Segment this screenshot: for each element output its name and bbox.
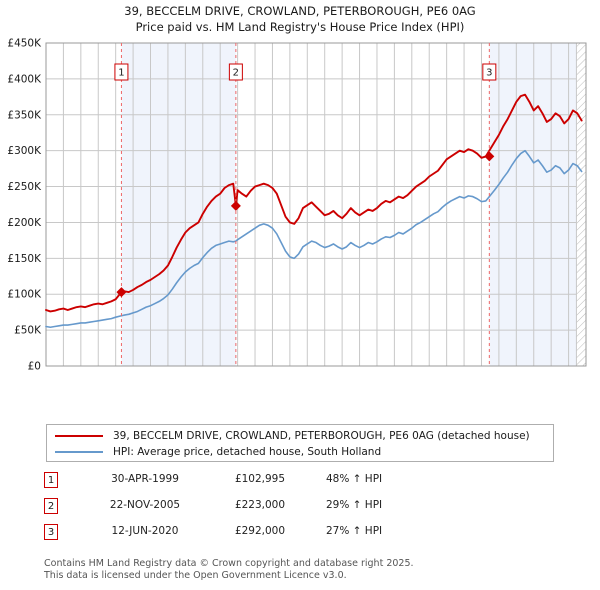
chart-plot-area[interactable]: £0 £50K £100K £150K £200K £250K £300K £350K £400… [0, 36, 600, 398]
transaction-price: £223,000 [234, 499, 286, 511]
chart-sale-point [230, 200, 241, 211]
transaction-price: £292,000 [234, 525, 286, 537]
chart-shaded-band [121, 43, 236, 366]
chart-shaded-band [489, 43, 583, 366]
line-swatch-blue-icon [55, 451, 103, 453]
transaction-hpi-delta: 48% ↑ HPI [326, 473, 383, 485]
status-badge: 1 [44, 472, 58, 488]
chart-plot-frame [45, 42, 587, 367]
table-row[interactable]: 1 30-APR-1999 £102,995 48% ↑ HPI [44, 470, 484, 496]
transaction-price: £102,995 [234, 473, 286, 485]
footer-line-copyright: Contains HM Land Registry data © Crown c… [44, 558, 414, 569]
chart-line-price-paid [45, 93, 583, 313]
chart-y-tick-label: £0 [28, 361, 41, 372]
transaction-date: 30-APR-1999 [111, 473, 179, 485]
price-chart-svg[interactable]: £0 £50K £100K £150K £200K £250K £300K £350K £400… [0, 36, 600, 398]
chart-marker-badge [482, 63, 497, 81]
chart-y-tick-label: £450K [7, 38, 42, 50]
footer-line-licence: This data is licensed under the Open Gov… [44, 570, 347, 581]
legend-entry-hpi: HPI: Average price, detached house, Sout… [55, 444, 381, 460]
chart-y-tick-label: £200K [7, 217, 42, 229]
chart-marker-badge [114, 63, 129, 81]
chart-marker-badge-label: 1 [118, 68, 124, 79]
status-badge: 3 [44, 524, 58, 540]
chart-marker-badge [228, 63, 243, 81]
legend-label-hpi: HPI: Average price, detached house, Sout… [113, 446, 382, 458]
transaction-date: 22-NOV-2005 [109, 499, 181, 511]
legend-label-price-paid: 39, BECCELM DRIVE, CROWLAND, PETERBOROUG… [113, 430, 530, 442]
page-title: 39, BECCELM DRIVE, CROWLAND, PETERBOROUG… [0, 3, 600, 35]
chart-y-tick-label: £150K [7, 253, 42, 265]
chart-legend: 39, BECCELM DRIVE, CROWLAND, PETERBOROUG… [46, 424, 554, 462]
chart-y-tick-label: £400K [7, 73, 42, 85]
chart-y-tick-label: £250K [7, 181, 42, 193]
transaction-date: 12-JUN-2020 [111, 525, 179, 537]
transaction-hpi-delta: 27% ↑ HPI [326, 525, 383, 537]
chart-marker-badge-label: 2 [233, 68, 239, 79]
title-line-subtitle: Price paid vs. HM Land Registry's House … [135, 20, 465, 34]
table-row[interactable]: 3 12-JUN-2020 £292,000 27% ↑ HPI [44, 522, 484, 548]
chart-sale-point [484, 151, 495, 162]
chart-forecast-hatched-band [575, 42, 587, 367]
transaction-hpi-delta: 29% ↑ HPI [326, 499, 383, 511]
line-swatch-red-icon [55, 435, 103, 437]
chart-y-tick-label: £50K [14, 325, 42, 337]
transactions-table: 1 30-APR-1999 £102,995 48% ↑ HPI 2 22-NO… [44, 470, 484, 548]
legend-entry-price-paid: 39, BECCELM DRIVE, CROWLAND, PETERBOROUG… [55, 428, 530, 444]
table-row[interactable]: 2 22-NOV-2005 £223,000 29% ↑ HPI [44, 496, 484, 522]
chart-y-tick-label: £300K [7, 145, 42, 157]
status-badge: 2 [44, 498, 58, 514]
chart-line-hpi [45, 149, 583, 329]
chart-sale-point [116, 287, 127, 298]
chart-y-tick-label: £100K [7, 289, 42, 301]
chart-marker-badge-label: 3 [486, 68, 492, 79]
chart-y-tick-label: £350K [7, 109, 42, 121]
title-line-address: 39, BECCELM DRIVE, CROWLAND, PETERBOROUG… [124, 4, 476, 18]
footer-attribution: Contains HM Land Registry data © Crown c… [44, 558, 584, 582]
